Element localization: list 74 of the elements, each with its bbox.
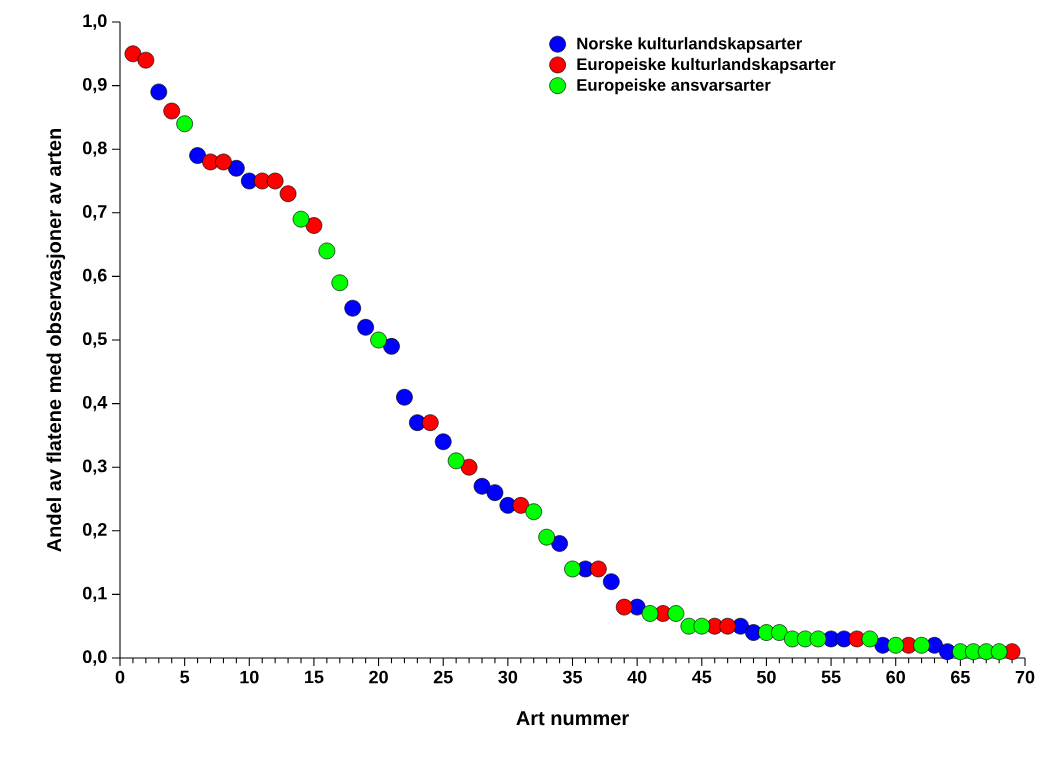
x-tick-label: 55 (821, 670, 841, 684)
point (421, 414, 439, 432)
point (434, 433, 452, 451)
y-tick-label: 0,2 (82, 523, 107, 539)
point (460, 458, 478, 476)
point (124, 45, 142, 63)
x-tick-label: 40 (627, 670, 647, 684)
point (189, 147, 206, 164)
y-tick-label: 0,7 (82, 205, 107, 221)
point (913, 636, 930, 654)
point (486, 484, 504, 501)
y-tick-label: 0,6 (82, 268, 107, 285)
point (228, 159, 245, 177)
y-tick-label: 1,0 (83, 14, 107, 30)
x-tick-label: 0 (115, 670, 125, 684)
point (357, 318, 374, 336)
point (693, 617, 711, 635)
point (615, 598, 633, 616)
x-tick-label: 25 (433, 670, 453, 684)
y-tick-label: 0,0 (82, 650, 107, 666)
x-tick-label: 35 (562, 670, 583, 684)
point (512, 497, 530, 514)
point (719, 617, 736, 635)
point (370, 331, 387, 349)
point (344, 299, 362, 317)
legend-label: Europeiske kulturlandskapsarter (577, 57, 836, 74)
point (279, 185, 297, 203)
y-tick-label: 0,5 (82, 332, 107, 348)
x-tick-label: 5 (180, 670, 190, 684)
y-tick-label: 0,9 (82, 77, 107, 94)
point (809, 630, 827, 648)
point (551, 535, 568, 552)
point (137, 51, 155, 69)
point (887, 636, 905, 654)
point (861, 630, 879, 648)
point (473, 477, 491, 495)
point (318, 242, 336, 260)
x-tick-label: 10 (240, 670, 259, 684)
point (447, 452, 465, 470)
point (163, 102, 181, 120)
x-tick-label: 45 (692, 670, 712, 684)
point (538, 528, 555, 546)
y-tick-label: 0,1 (82, 586, 107, 603)
point (215, 153, 232, 171)
point (564, 560, 581, 578)
x-tick-label: 70 (1015, 670, 1035, 684)
y-tick-label: 0,8 (82, 141, 107, 157)
x-tick-label: 60 (886, 670, 905, 684)
point (305, 217, 323, 234)
point (641, 605, 659, 622)
point (331, 274, 349, 292)
x-tick-label: 50 (756, 670, 776, 684)
y-axis-title: Andel av flatene med observasjoner av arten (46, 128, 66, 552)
y-tick-label: 0,3 (82, 459, 107, 475)
point (150, 83, 168, 101)
point (771, 624, 788, 641)
y-tick-label: 0,4 (82, 395, 108, 412)
point (292, 210, 310, 228)
point (383, 338, 400, 355)
point (266, 172, 284, 190)
point (602, 573, 620, 591)
x-axis-title: Art nummer (516, 711, 629, 726)
x-tick-label: 30 (498, 670, 518, 684)
legend-label: Norske kulturlandskapsarter (577, 37, 803, 53)
x-tick-label: 65 (951, 670, 970, 684)
point (990, 643, 1008, 660)
legend-label: Europeiske ansvarsarter (577, 78, 771, 95)
point (525, 503, 543, 521)
point (396, 388, 413, 406)
point (590, 560, 607, 578)
x-tick-label: 15 (305, 670, 324, 684)
point (176, 115, 193, 133)
point (667, 605, 685, 622)
x-tick-label: 20 (369, 670, 388, 684)
